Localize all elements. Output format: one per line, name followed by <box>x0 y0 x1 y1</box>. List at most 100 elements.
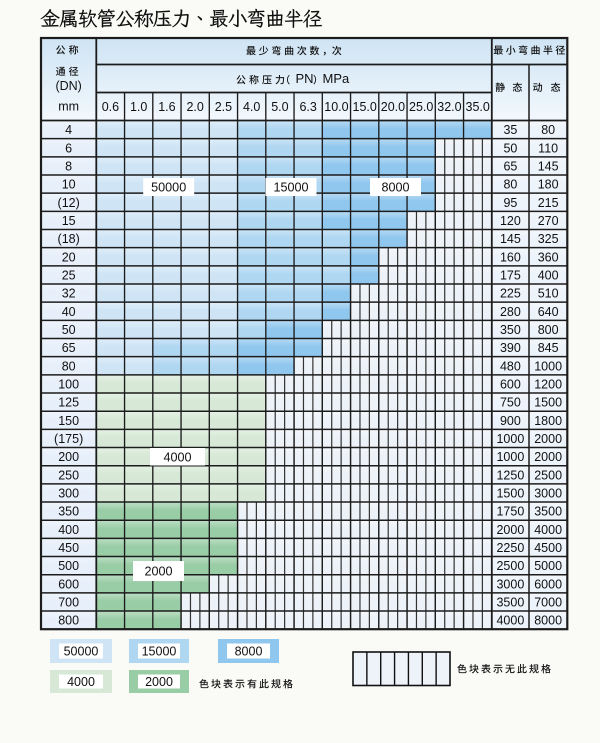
svg-text:4000: 4000 <box>496 614 524 628</box>
svg-text:400: 400 <box>538 268 559 282</box>
svg-text:15.0: 15.0 <box>353 100 377 114</box>
svg-text:1000: 1000 <box>534 359 562 373</box>
svg-text:390: 390 <box>500 341 521 355</box>
svg-text:15000: 15000 <box>142 644 177 658</box>
svg-text:1500: 1500 <box>496 486 524 500</box>
svg-text:(DN): (DN) <box>55 79 81 93</box>
svg-text:1250: 1250 <box>496 468 524 482</box>
svg-text:80: 80 <box>541 123 555 137</box>
svg-text:6.3: 6.3 <box>299 100 316 114</box>
svg-text:4500: 4500 <box>534 541 562 555</box>
svg-text:800: 800 <box>58 614 79 628</box>
svg-text:15000: 15000 <box>273 181 308 195</box>
svg-text:40: 40 <box>62 305 76 319</box>
svg-text:50: 50 <box>503 141 517 155</box>
svg-text:(12): (12) <box>58 196 80 210</box>
svg-text:7000: 7000 <box>534 595 562 609</box>
svg-text:32.0: 32.0 <box>437 100 461 114</box>
svg-text:600: 600 <box>500 377 521 391</box>
svg-text:110: 110 <box>538 141 558 155</box>
svg-text:65: 65 <box>62 341 76 355</box>
svg-text:2000: 2000 <box>534 432 562 446</box>
svg-text:3000: 3000 <box>496 577 524 591</box>
svg-text:400: 400 <box>58 523 79 537</box>
svg-text:10.0: 10.0 <box>324 100 348 114</box>
svg-text:100: 100 <box>58 377 79 391</box>
svg-text:50: 50 <box>62 323 76 337</box>
svg-text:8: 8 <box>65 159 72 173</box>
svg-text:500: 500 <box>58 559 79 573</box>
svg-text:360: 360 <box>538 250 559 264</box>
svg-text:1200: 1200 <box>534 377 562 391</box>
svg-text:1000: 1000 <box>496 450 524 464</box>
svg-text:8000: 8000 <box>381 181 409 195</box>
svg-text:2.0: 2.0 <box>186 100 203 114</box>
svg-text:25: 25 <box>62 268 76 282</box>
svg-text:4000: 4000 <box>67 675 95 689</box>
svg-text:3500: 3500 <box>534 505 562 519</box>
svg-text:215: 215 <box>538 196 559 210</box>
svg-text:3000: 3000 <box>534 486 562 500</box>
svg-text:4000: 4000 <box>163 450 191 464</box>
svg-text:480: 480 <box>500 359 521 373</box>
svg-text:900: 900 <box>500 414 521 428</box>
svg-text:20: 20 <box>62 250 76 264</box>
svg-text:700: 700 <box>58 595 79 609</box>
svg-text:PN: PN <box>296 71 314 86</box>
svg-text:25.0: 25.0 <box>409 100 433 114</box>
svg-text:1750: 1750 <box>496 505 524 519</box>
svg-text:80: 80 <box>503 178 517 192</box>
svg-text:450: 450 <box>58 541 79 555</box>
svg-text:270: 270 <box>538 214 559 228</box>
svg-text:2000: 2000 <box>144 565 172 579</box>
svg-text:2000: 2000 <box>496 523 524 537</box>
svg-text:350: 350 <box>500 323 521 337</box>
svg-text:3500: 3500 <box>496 595 524 609</box>
svg-text:150: 150 <box>58 414 79 428</box>
svg-text:1.0: 1.0 <box>130 100 147 114</box>
svg-text:510: 510 <box>538 287 559 301</box>
svg-text:280: 280 <box>500 305 521 319</box>
svg-text:1800: 1800 <box>534 414 562 428</box>
svg-text:640: 640 <box>538 305 559 319</box>
svg-text:mm: mm <box>58 100 79 114</box>
svg-text:95: 95 <box>503 196 517 210</box>
svg-text:32: 32 <box>62 287 76 301</box>
svg-text:160: 160 <box>500 250 521 264</box>
svg-text:350: 350 <box>58 505 79 519</box>
svg-text:2250: 2250 <box>496 541 524 555</box>
svg-text:5000: 5000 <box>534 559 562 573</box>
svg-text:2.5: 2.5 <box>215 100 232 114</box>
svg-text:145: 145 <box>500 232 521 246</box>
svg-text:800: 800 <box>538 323 559 337</box>
svg-text:20.0: 20.0 <box>381 100 405 114</box>
svg-text:15: 15 <box>62 214 76 228</box>
svg-text:2000: 2000 <box>534 450 562 464</box>
svg-text:180: 180 <box>538 178 559 192</box>
svg-text:MPa: MPa <box>323 71 351 86</box>
svg-text:225: 225 <box>500 287 521 301</box>
svg-text:10: 10 <box>62 178 76 192</box>
svg-text:4000: 4000 <box>534 523 562 537</box>
svg-text:120: 120 <box>500 214 521 228</box>
svg-text:250: 250 <box>58 468 79 482</box>
svg-text:4.0: 4.0 <box>243 100 260 114</box>
svg-text:600: 600 <box>58 577 79 591</box>
svg-text:175: 175 <box>500 268 521 282</box>
svg-text:2000: 2000 <box>145 675 173 689</box>
svg-text:8000: 8000 <box>534 614 562 628</box>
svg-text:(175): (175) <box>54 432 83 446</box>
svg-text:145: 145 <box>538 159 559 173</box>
svg-text:1.6: 1.6 <box>158 100 175 114</box>
svg-text:1000: 1000 <box>496 432 524 446</box>
svg-text:35: 35 <box>503 123 517 137</box>
svg-text:4: 4 <box>65 123 72 137</box>
svg-text:200: 200 <box>58 450 79 464</box>
svg-text:1500: 1500 <box>534 396 562 410</box>
svg-text:300: 300 <box>58 486 79 500</box>
svg-text:50000: 50000 <box>64 644 99 658</box>
svg-text:(18): (18) <box>58 232 80 246</box>
svg-text:50000: 50000 <box>151 181 186 195</box>
svg-text:8000: 8000 <box>235 644 263 658</box>
svg-text:35.0: 35.0 <box>466 100 490 114</box>
